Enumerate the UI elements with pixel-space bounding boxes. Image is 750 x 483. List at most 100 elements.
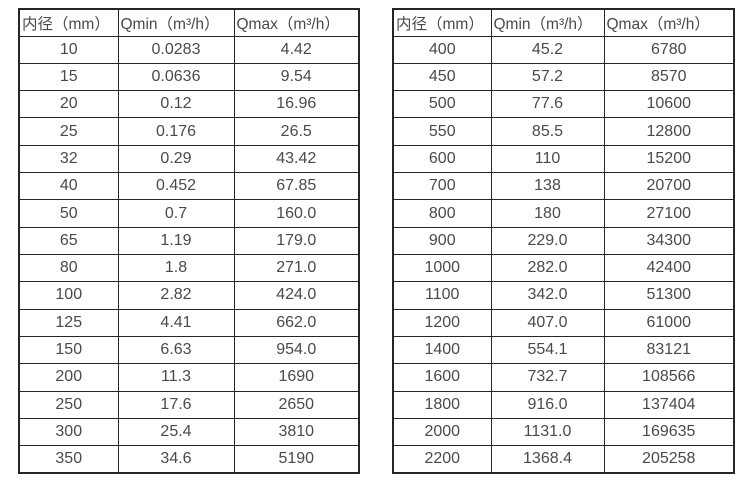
table-cell: 500 — [392, 90, 492, 119]
table-cell: 20700 — [603, 172, 735, 201]
table-row: 50 0.7 160.0 — [18, 199, 360, 228]
table-cell: 6780 — [603, 35, 735, 64]
table-cell: 45.2 — [490, 35, 605, 64]
table-cell: 9.54 — [233, 62, 360, 92]
header-row: 内径（mm） Qmin（m³/h） Qmax（m³/h） — [392, 8, 735, 37]
table-cell: 42400 — [603, 253, 735, 283]
table-cell: 4.42 — [233, 35, 360, 64]
table-cell: 150 — [18, 335, 119, 365]
table-cell: 1.8 — [117, 253, 235, 283]
table-row: 2000 1131.0 169635 — [392, 417, 735, 447]
table-cell: 662.0 — [233, 308, 360, 337]
table-row: 20 0.12 16.96 — [18, 90, 360, 119]
table-cell: 350 — [18, 445, 119, 474]
table-cell: 67.85 — [233, 172, 360, 201]
table-cell: 15 — [18, 62, 119, 92]
table-cell: 800 — [392, 199, 492, 228]
table-cell: 138 — [490, 172, 605, 201]
table-row: 150 6.63 954.0 — [18, 335, 360, 365]
table-cell: 271.0 — [233, 253, 360, 283]
table-row: 500 77.6 10600 — [392, 90, 735, 119]
header-row: 内径（mm） Qmin（m³/h） Qmax（m³/h） — [18, 8, 360, 37]
table-cell: 4.41 — [117, 308, 235, 337]
table-cell: 51300 — [603, 281, 735, 310]
table-cell: 20 — [18, 90, 119, 119]
table-cell: 407.0 — [490, 308, 605, 337]
table-cell: 43.42 — [233, 144, 360, 174]
table-cell: 229.0 — [490, 226, 605, 256]
table-cell: 40 — [18, 172, 119, 201]
table-body: 400 45.2 6780 450 57.2 8570 500 77.6 10600 550 85.… — [392, 35, 735, 474]
table-cell: 17.6 — [117, 390, 235, 419]
table-cell: 65 — [18, 226, 119, 256]
table-cell: 700 — [392, 172, 492, 201]
table-cell: 954.0 — [233, 335, 360, 365]
table-cell: 6.63 — [117, 335, 235, 365]
table-cell: 83121 — [603, 335, 735, 365]
table-cell: 108566 — [603, 363, 735, 392]
table-cell: 916.0 — [490, 390, 605, 419]
table-cell: 282.0 — [490, 253, 605, 283]
table-cell: 200 — [18, 363, 119, 392]
table-row: 450 57.2 8570 — [392, 62, 735, 92]
table-cell: 1368.4 — [490, 445, 605, 474]
table-cell: 26.5 — [233, 117, 360, 146]
table-row: 400 45.2 6780 — [392, 35, 735, 64]
table-row: 350 34.6 5190 — [18, 445, 360, 474]
table-row: 25 0.176 26.5 — [18, 117, 360, 146]
table-cell: 342.0 — [490, 281, 605, 310]
table-cell: 732.7 — [490, 363, 605, 392]
table-cell: 0.7 — [117, 199, 235, 228]
table-cell: 50 — [18, 199, 119, 228]
table-row: 1800 916.0 137404 — [392, 390, 735, 419]
table-cell: 0.0283 — [117, 35, 235, 64]
table-cell: 137404 — [603, 390, 735, 419]
table-cell: 85.5 — [490, 117, 605, 146]
table-cell: 1800 — [392, 390, 492, 419]
table-cell: 1100 — [392, 281, 492, 310]
table-cell: 400 — [392, 35, 492, 64]
table-row: 1600 732.7 108566 — [392, 363, 735, 392]
table-row: 10 0.0283 4.42 — [18, 35, 360, 64]
table-cell: 32 — [18, 144, 119, 174]
table-cell: 25 — [18, 117, 119, 146]
table-cell: 1000 — [392, 253, 492, 283]
table-row: 600 110 15200 — [392, 144, 735, 174]
table-cell: 125 — [18, 308, 119, 337]
table-cell: 77.6 — [490, 90, 605, 119]
table-cell: 169635 — [603, 417, 735, 447]
table-cell: 2000 — [392, 417, 492, 447]
table-row: 800 180 27100 — [392, 199, 735, 228]
table-row: 40 0.452 67.85 — [18, 172, 360, 201]
table-row: 1200 407.0 61000 — [392, 308, 735, 337]
table-row: 80 1.8 271.0 — [18, 253, 360, 283]
table-row: 100 2.82 424.0 — [18, 281, 360, 310]
table-cell: 1131.0 — [490, 417, 605, 447]
table-cell: 100 — [18, 281, 119, 310]
table-cell: 179.0 — [233, 226, 360, 256]
table-cell: 3810 — [233, 417, 360, 447]
column-header-qmax: Qmax（m³/h） — [603, 8, 735, 37]
table-cell: 554.1 — [490, 335, 605, 365]
table-cell: 2.82 — [117, 281, 235, 310]
table-row: 1000 282.0 42400 — [392, 253, 735, 283]
column-header-qmin: Qmin（m³/h） — [117, 8, 235, 37]
table-cell: 61000 — [603, 308, 735, 337]
table-cell: 5190 — [233, 445, 360, 474]
table-cell: 27100 — [603, 199, 735, 228]
table-body: 10 0.0283 4.42 15 0.0636 9.54 20 0.12 16.96 25 0.1… — [18, 35, 360, 474]
flow-spec-table-large-diameters: 内径（mm） Qmin（m³/h） Qmax（m³/h） 400 45.2 6780… — [392, 8, 735, 474]
table-row: 550 85.5 12800 — [392, 117, 735, 146]
table-cell: 80 — [18, 253, 119, 283]
table-cell: 0.12 — [117, 90, 235, 119]
table-cell: 57.2 — [490, 62, 605, 92]
table-row: 200 11.3 1690 — [18, 363, 360, 392]
table-cell: 8570 — [603, 62, 735, 92]
column-header-diameter: 内径（mm） — [392, 8, 492, 37]
table-cell: 205258 — [603, 445, 735, 474]
table-cell: 1600 — [392, 363, 492, 392]
table-cell: 2200 — [392, 445, 492, 474]
table-cell: 250 — [18, 390, 119, 419]
column-header-diameter: 内径（mm） — [18, 8, 119, 37]
table-row: 32 0.29 43.42 — [18, 144, 360, 174]
